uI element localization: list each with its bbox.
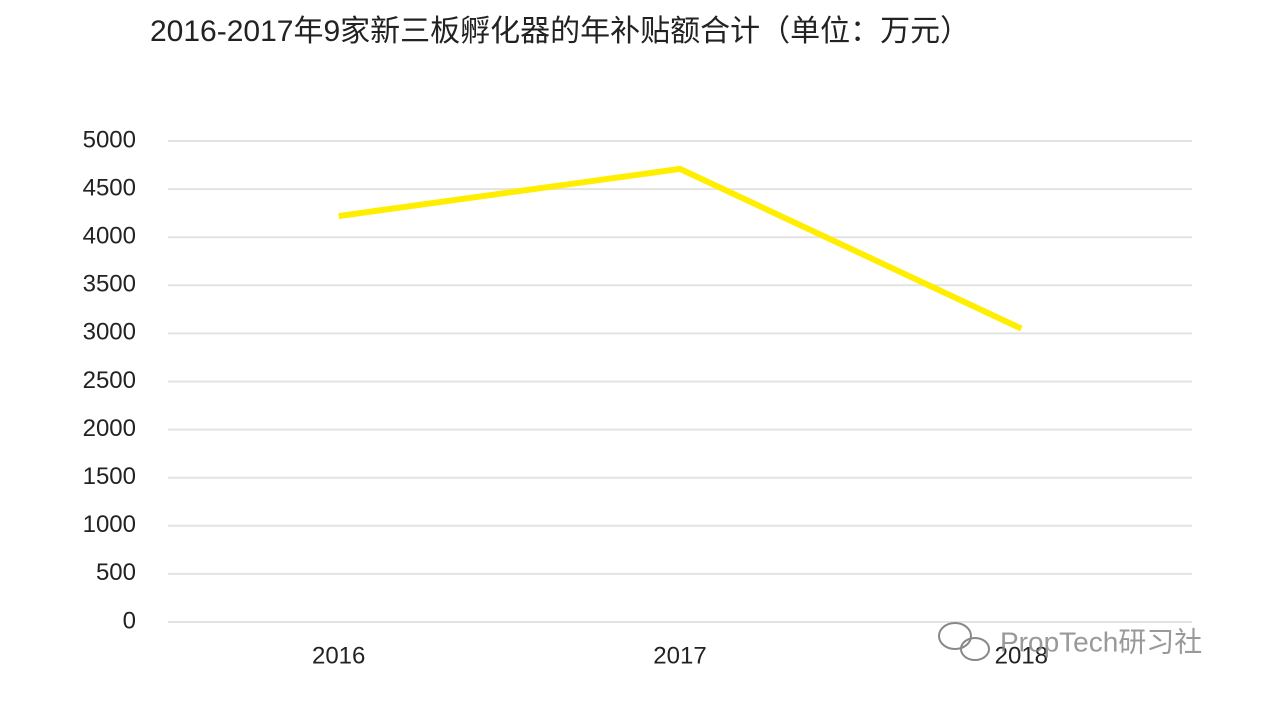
y-tick-label: 0 (123, 607, 136, 634)
y-tick-label: 4000 (83, 223, 136, 250)
y-tick-label: 3000 (83, 319, 136, 346)
x-tick-label: 2016 (312, 642, 365, 669)
x-tick-label: 2018 (995, 642, 1048, 669)
y-tick-label: 2500 (83, 367, 136, 394)
chart-title: 2016-2017年9家新三板孵化器的年补贴额合计（单位：万元） (150, 15, 970, 48)
watermark-icon (938, 622, 990, 661)
y-tick-label: 3500 (83, 271, 136, 298)
y-tick-label: 500 (96, 559, 136, 586)
y-tick-label: 5000 (83, 126, 136, 153)
y-tick-label: 2000 (83, 415, 136, 442)
y-tick-label: 4500 (83, 174, 136, 201)
line (338, 165, 1023, 332)
x-tick-label: 2017 (653, 642, 706, 669)
watermark: PropTech研习社 (1000, 626, 1202, 657)
y-tick-label: 1500 (83, 463, 136, 490)
y-tick-label: 1000 (83, 511, 136, 538)
